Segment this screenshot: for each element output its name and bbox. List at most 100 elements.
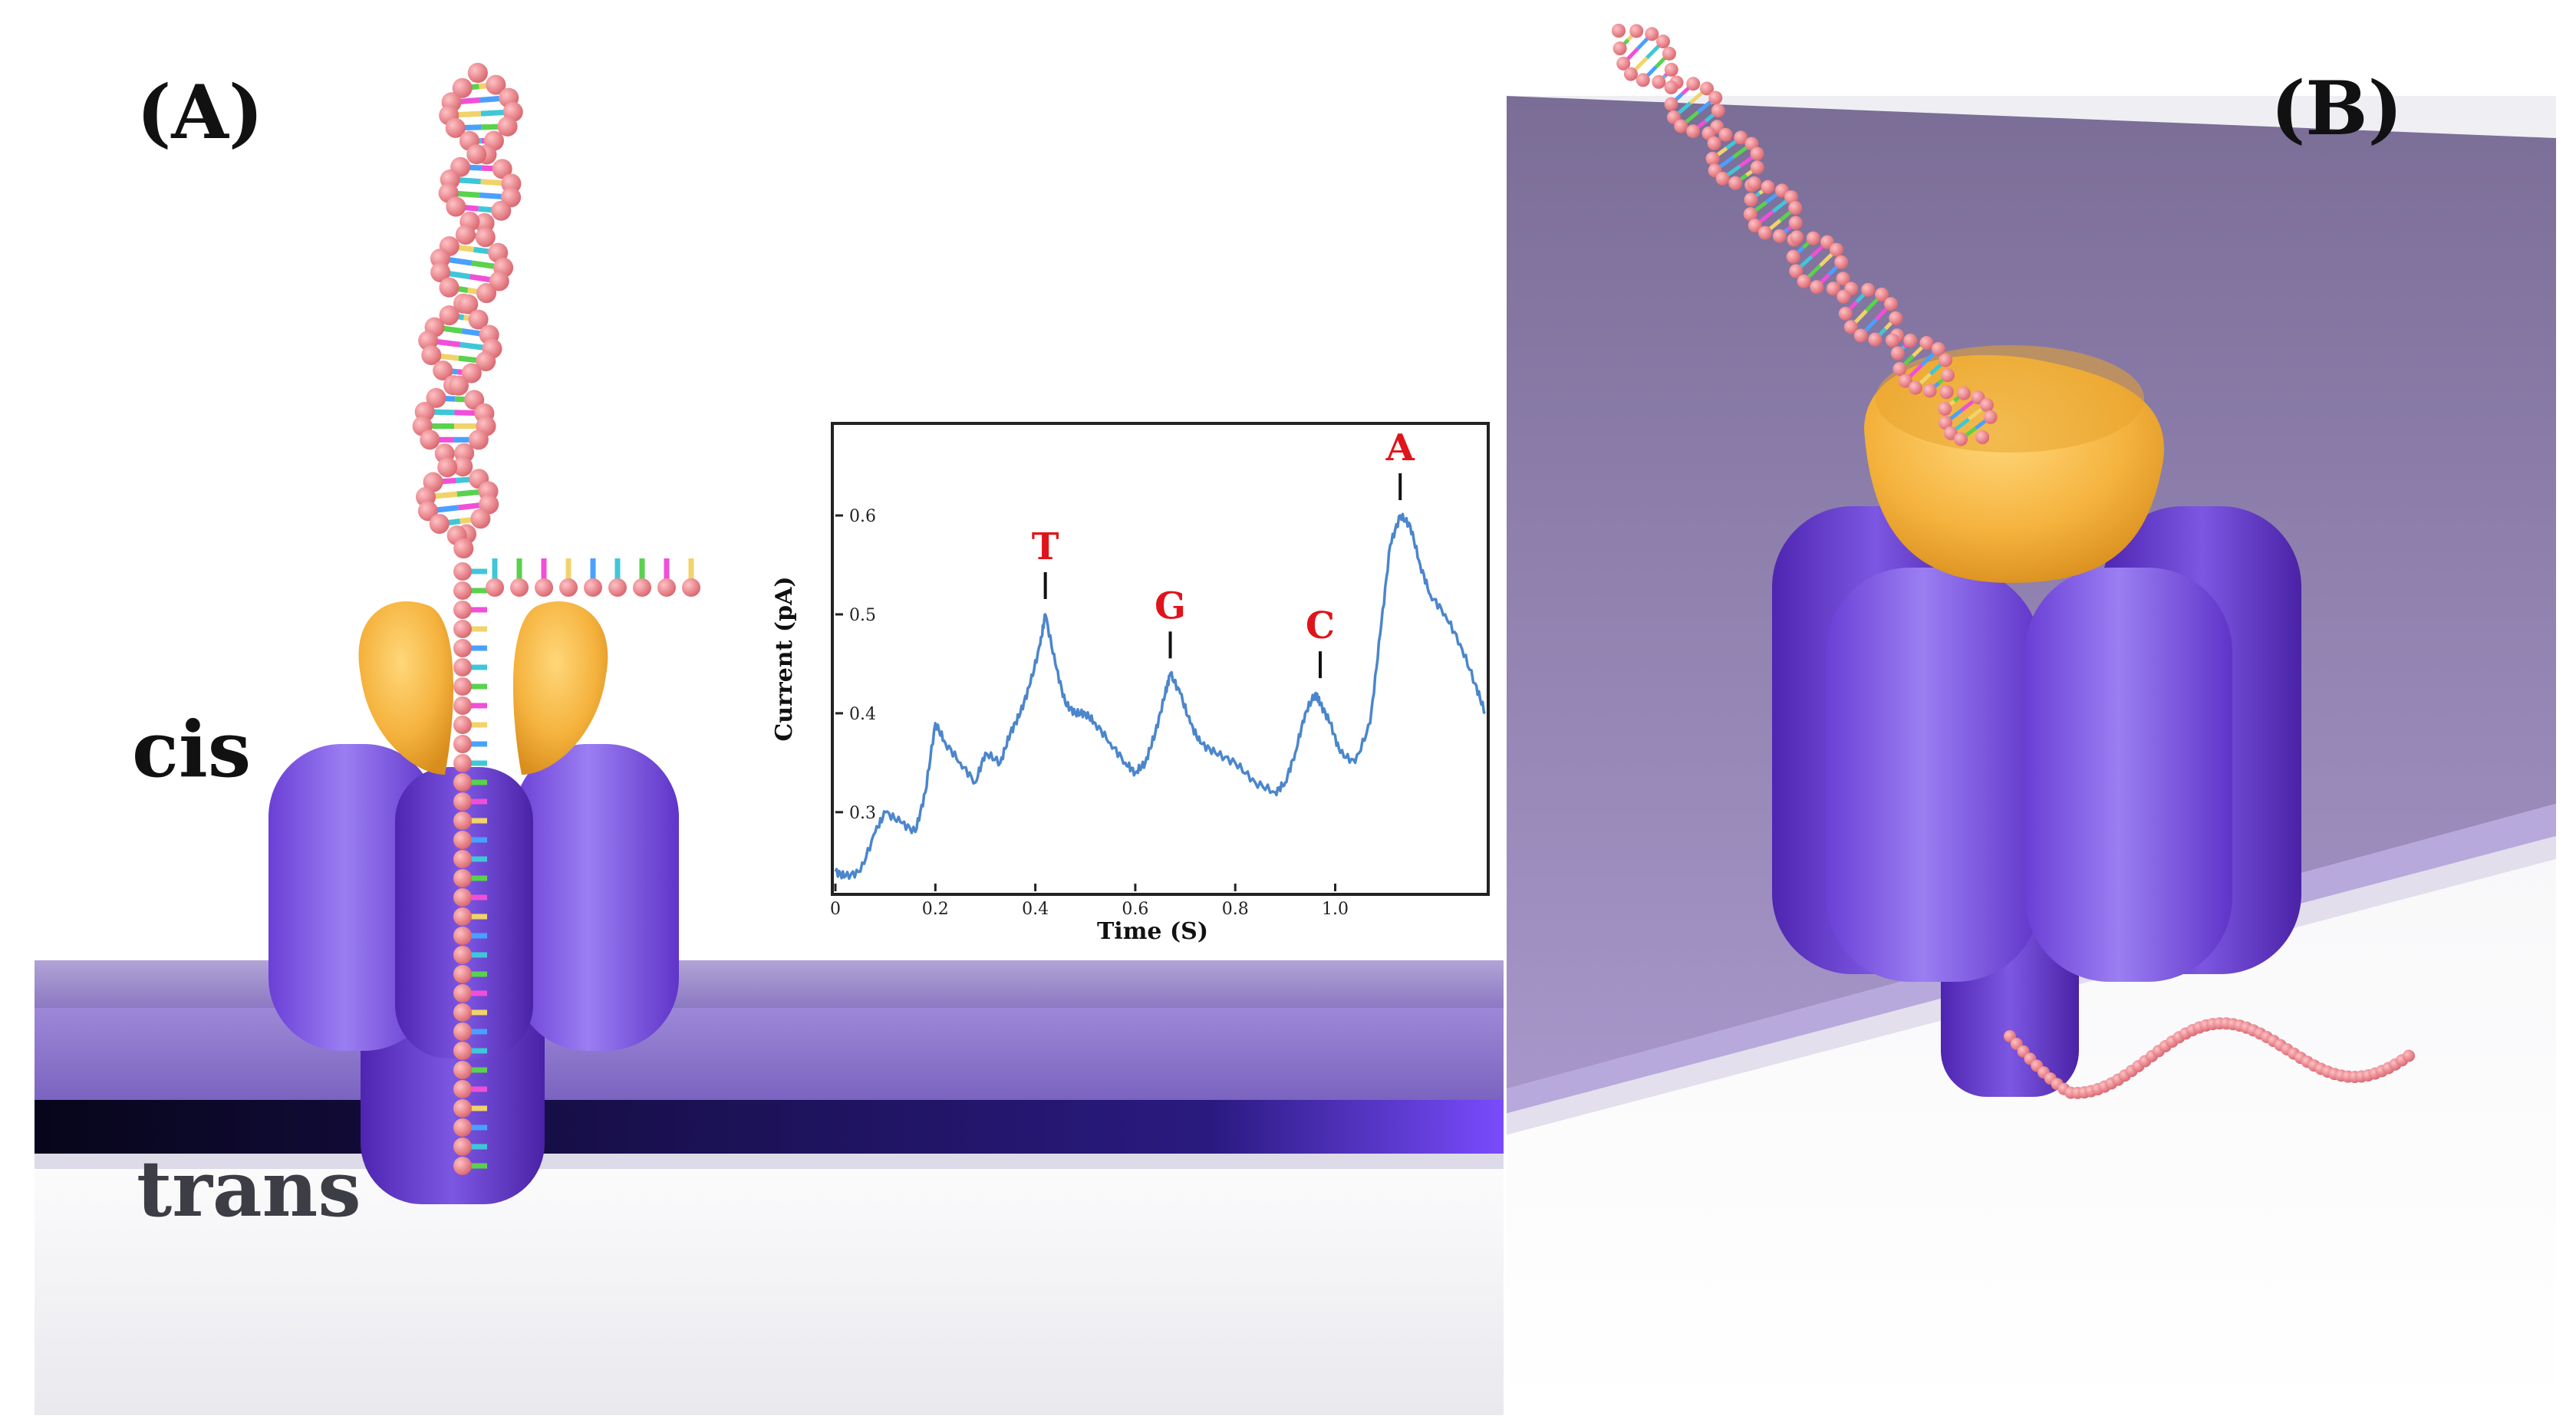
backbone-bead bbox=[1975, 430, 1989, 444]
backbone-bead bbox=[453, 581, 472, 600]
backbone-bead bbox=[682, 578, 700, 597]
backbone-bead bbox=[1884, 297, 1898, 311]
backbone-bead bbox=[1938, 402, 1952, 416]
y-axis-label: Current (pA) bbox=[771, 576, 798, 741]
backbone-bead bbox=[456, 225, 476, 245]
backbone-bead bbox=[1665, 81, 1678, 94]
backbone-bead bbox=[1629, 24, 1643, 38]
backbone-bead bbox=[1939, 354, 1952, 367]
backbone-bead bbox=[1797, 275, 1811, 288]
backbone-bead bbox=[1889, 311, 1902, 325]
backbone-bead bbox=[453, 1003, 472, 1022]
backbone-bead bbox=[1954, 433, 1968, 446]
backbone-bead bbox=[1728, 176, 1742, 190]
backbone-bead bbox=[453, 658, 472, 677]
backbone-bead bbox=[1612, 24, 1626, 38]
backbone-bead bbox=[1886, 334, 1899, 347]
backbone-bead bbox=[453, 773, 472, 792]
backbone-bead bbox=[453, 927, 472, 945]
backbone-bead bbox=[1662, 47, 1676, 61]
backbone-bead bbox=[453, 562, 472, 581]
backbone-bead bbox=[1613, 41, 1627, 55]
base-label-C: C bbox=[1306, 604, 1335, 647]
y-tick-label: 0.3 bbox=[849, 804, 876, 823]
backbone-bead bbox=[1645, 27, 1659, 41]
backbone-bead bbox=[1708, 91, 1722, 104]
backbone-bead bbox=[1892, 362, 1906, 376]
backbone-bead bbox=[1706, 152, 1720, 166]
backbone-bead bbox=[608, 578, 627, 597]
membrane-top-a bbox=[35, 960, 1507, 1008]
backbone-bead bbox=[453, 639, 472, 657]
backbone-bead bbox=[453, 984, 472, 1003]
x-axis-label: Time (S) bbox=[1097, 918, 1208, 945]
backbone-bead bbox=[453, 677, 472, 696]
backbone-bead bbox=[1636, 73, 1650, 87]
backbone-bead bbox=[1839, 307, 1853, 321]
y-tick-label: 0.5 bbox=[849, 606, 876, 625]
backbone-bead bbox=[1744, 193, 1758, 206]
backbone-bead bbox=[453, 538, 473, 558]
backbone-bead bbox=[1891, 347, 1905, 361]
backbone-bead bbox=[476, 227, 496, 247]
backbone-bead bbox=[1836, 290, 1850, 304]
backbone-bead bbox=[1861, 283, 1875, 297]
backbone-bead bbox=[1980, 398, 1994, 412]
x-tick-label: 0.8 bbox=[1222, 900, 1249, 919]
backbone-bead bbox=[1652, 75, 1665, 89]
x-tick-label: 0.6 bbox=[1122, 900, 1148, 919]
backbone-bead bbox=[1656, 35, 1670, 48]
backbone-bead bbox=[446, 197, 466, 217]
backbone-bead bbox=[1957, 387, 1971, 400]
backbone-bead bbox=[453, 1138, 472, 1156]
backbone-bead bbox=[453, 1080, 472, 1098]
backbone-bead bbox=[1751, 147, 1764, 161]
backbone-bead bbox=[1939, 385, 1953, 399]
base-label-G: G bbox=[1155, 584, 1186, 627]
backbone-bead bbox=[453, 888, 472, 907]
backbone-bead bbox=[2403, 1049, 2415, 1062]
backbone-bead bbox=[1761, 180, 1775, 194]
backbone-bead bbox=[1758, 226, 1772, 240]
backbone-bead bbox=[453, 907, 472, 926]
backbone-bead bbox=[453, 754, 472, 772]
backbone-bead bbox=[1909, 381, 1922, 395]
backbone-bead bbox=[535, 578, 553, 597]
panel-b-scene: (B) bbox=[1505, 24, 2556, 1415]
pore-b-lobe-4 bbox=[2025, 568, 2232, 982]
trans-label: trans bbox=[137, 1144, 361, 1234]
backbone-bead bbox=[453, 1118, 472, 1137]
backbone-bead bbox=[1923, 384, 1937, 397]
backbone-bead bbox=[584, 578, 602, 597]
backbone-bead bbox=[1854, 329, 1868, 343]
backbone-bead bbox=[1716, 172, 1730, 186]
base-label-T: T bbox=[1032, 525, 1059, 568]
backbone-bead bbox=[470, 509, 490, 528]
x-tick-label: 0.4 bbox=[1022, 900, 1049, 919]
backbone-bead bbox=[453, 716, 472, 734]
backbone-bead bbox=[1686, 124, 1700, 138]
backbone-bead bbox=[453, 850, 472, 868]
x-tick-label: 0.2 bbox=[922, 900, 949, 919]
backbone-bead bbox=[1711, 104, 1725, 117]
backbone-bead bbox=[1790, 230, 1804, 244]
backbone-bead bbox=[1624, 67, 1638, 81]
dna-helix-a bbox=[413, 63, 523, 558]
backbone-bead bbox=[1748, 176, 1761, 190]
backbone-bead bbox=[657, 578, 676, 597]
pore-lobe-right bbox=[514, 744, 679, 1051]
backbone-bead bbox=[453, 1099, 472, 1118]
dna-branch-a bbox=[486, 558, 700, 597]
backbone-bead bbox=[1719, 128, 1733, 142]
backbone-bead bbox=[1686, 77, 1700, 91]
backbone-bead bbox=[1834, 255, 1848, 269]
backbone-bead bbox=[1830, 243, 1843, 257]
backbone-bead bbox=[453, 1022, 472, 1041]
y-tick-label: 0.4 bbox=[849, 705, 876, 724]
backbone-bead bbox=[453, 1061, 472, 1079]
pore-b-lobe-3 bbox=[1826, 568, 2041, 982]
backbone-bead bbox=[453, 620, 472, 638]
backbone-bead bbox=[1665, 63, 1678, 77]
backbone-bead bbox=[453, 946, 472, 964]
backbone-bead bbox=[466, 144, 486, 164]
